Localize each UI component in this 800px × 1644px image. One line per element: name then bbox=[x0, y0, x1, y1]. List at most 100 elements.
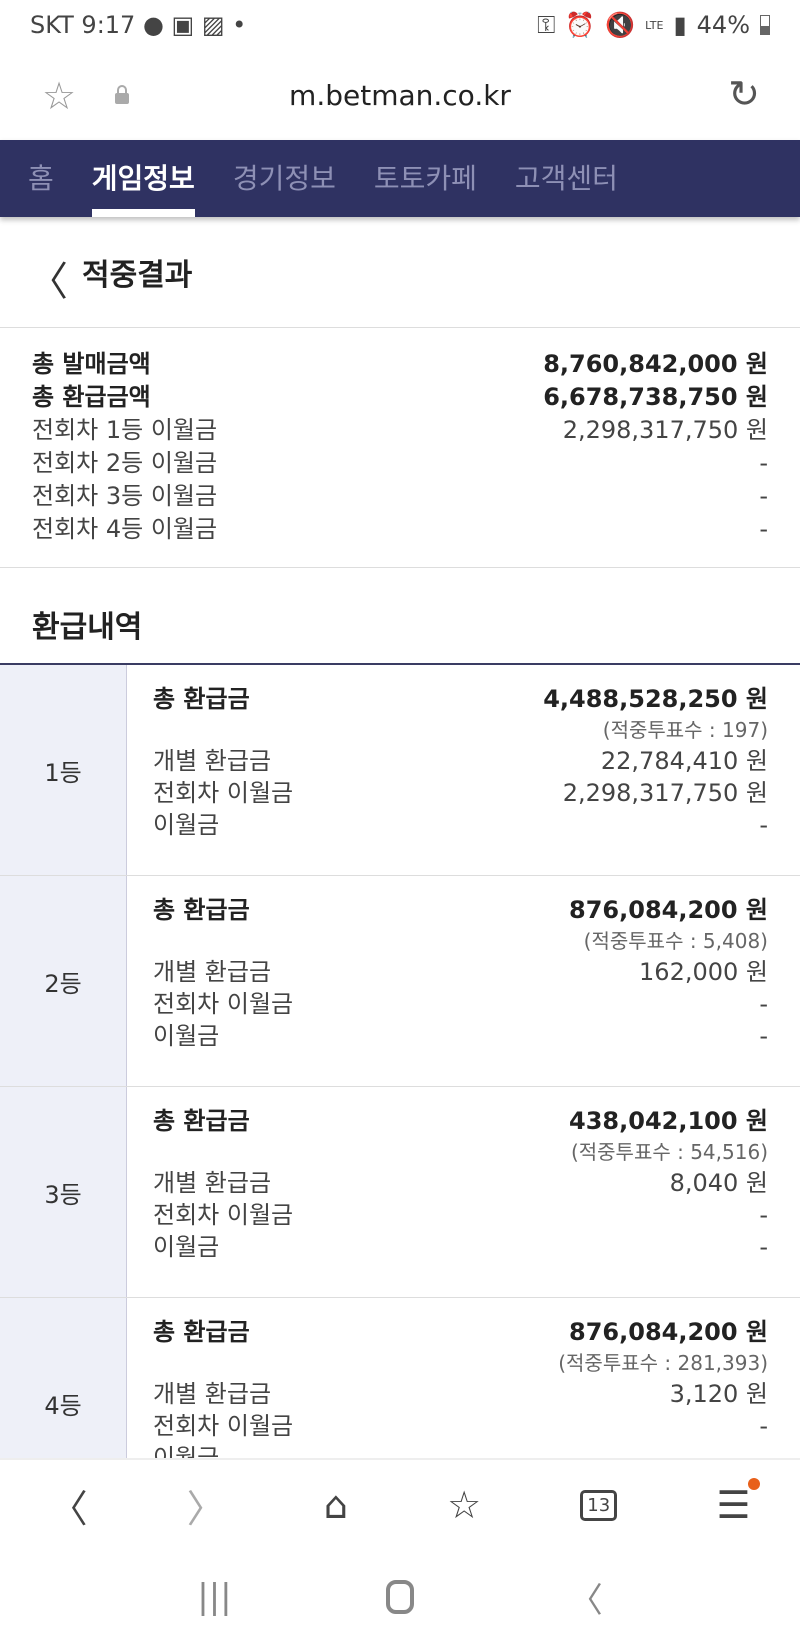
rank-label: 2등 bbox=[0, 876, 127, 1086]
system-nav: ||| 〈 bbox=[0, 1550, 800, 1644]
forward-icon[interactable]: 〉 bbox=[186, 1486, 225, 1531]
nav-home[interactable]: 홈 bbox=[28, 162, 54, 195]
rank-row: 1등 총 환급금 4,488,528,250 원 (적중투표수 : 197) 개별… bbox=[0, 665, 800, 876]
nav-toto-cafe[interactable]: 토토카페 bbox=[373, 162, 477, 195]
address-bar[interactable]: ☆ m.betman.co.kr ↻ bbox=[0, 50, 800, 140]
line-label: 개별 환급금 bbox=[153, 1380, 272, 1408]
total-refund-line: 총 환급금 438,042,100 원 bbox=[153, 1105, 768, 1137]
line-value: 162,000 원 bbox=[639, 958, 768, 986]
rank-label: 1등 bbox=[0, 665, 127, 875]
system-back-icon[interactable]: 〈 bbox=[568, 1580, 603, 1621]
line-label: 개별 환급금 bbox=[153, 958, 272, 986]
rank-label: 3등 bbox=[0, 1087, 127, 1297]
carry-line: 이월금 - bbox=[153, 1020, 768, 1052]
menu-icon[interactable]: ☰ bbox=[716, 1483, 751, 1527]
prev-carry-line: 전회차 이월금 2,298,317,750 원 bbox=[153, 777, 768, 809]
line-label: 총 환급금 bbox=[153, 685, 250, 713]
alarm-icon: ⏰ bbox=[565, 11, 596, 39]
summary-value: 8,760,842,000 원 bbox=[543, 350, 768, 378]
winners-count: (적중투표수 : 197) bbox=[602, 718, 768, 742]
page-title: 적중결과 bbox=[82, 258, 193, 293]
line-label: 총 환급금 bbox=[153, 1318, 250, 1346]
summary-row: 전회차 4등 이월금 - bbox=[32, 513, 768, 546]
lte-icon: LTE bbox=[645, 18, 664, 32]
page-header: 〈 적중결과 bbox=[0, 217, 800, 328]
line-label: 이월금 bbox=[153, 811, 220, 839]
individual-refund-line: 개별 환급금 162,000 원 bbox=[153, 956, 768, 988]
browser-toolbar: 〈 〉 ⌂ ☆ 13 ☰ bbox=[0, 1458, 800, 1550]
battery-icon bbox=[760, 15, 770, 35]
nav-match-info[interactable]: 경기정보 bbox=[232, 162, 336, 195]
prev-carry-line: 전회차 이월금 - bbox=[153, 988, 768, 1020]
summary-label: 총 발매금액 bbox=[32, 350, 151, 378]
individual-refund-line: 개별 환급금 3,120 원 bbox=[153, 1378, 768, 1410]
nav-game-info[interactable]: 게임정보 bbox=[91, 140, 195, 217]
line-label: 이월금 bbox=[153, 1233, 220, 1261]
summary-row: 전회차 2등 이월금 - bbox=[32, 447, 768, 480]
tabs-icon[interactable]: 13 bbox=[580, 1489, 618, 1521]
line-value: 876,084,200 원 bbox=[569, 1318, 768, 1346]
clock: 9:17 bbox=[81, 11, 136, 39]
line-label: 전회차 이월금 bbox=[153, 990, 294, 1018]
line-value: - bbox=[759, 1233, 768, 1261]
line-value: - bbox=[759, 811, 768, 839]
line-value: - bbox=[759, 1201, 768, 1229]
back-icon[interactable]: 〈 bbox=[49, 1486, 88, 1531]
reload-icon[interactable]: ↻ bbox=[728, 72, 760, 116]
line-value: - bbox=[759, 1412, 768, 1440]
mute-icon: 🔇 bbox=[605, 11, 636, 39]
bookmarks-icon[interactable]: ☆ bbox=[447, 1483, 482, 1527]
line-label: 전회차 이월금 bbox=[153, 1412, 294, 1440]
summary-row: 총 발매금액 8,760,842,000 원 bbox=[32, 348, 768, 381]
line-label: 총 환급금 bbox=[153, 896, 250, 924]
summary-label: 전회차 4등 이월금 bbox=[32, 515, 218, 543]
summary-row: 총 환급금액 6,678,738,750 원 bbox=[32, 381, 768, 414]
line-label: 개별 환급금 bbox=[153, 747, 272, 775]
total-refund-line: 총 환급금 876,084,200 원 bbox=[153, 1316, 768, 1348]
individual-refund-line: 개별 환급금 8,040 원 bbox=[153, 1167, 768, 1199]
nav-customer-center[interactable]: 고객센터 bbox=[514, 162, 618, 195]
line-label: 전회차 이월금 bbox=[153, 1201, 294, 1229]
line-label: 전회차 이월금 bbox=[153, 779, 294, 807]
carrier: SKT bbox=[30, 11, 74, 39]
summary-value: 2,298,317,750 원 bbox=[562, 416, 768, 444]
summary-row: 전회차 1등 이월금 2,298,317,750 원 bbox=[32, 414, 768, 447]
line-value: 2,298,317,750 원 bbox=[562, 779, 768, 807]
line-label: 개별 환급금 bbox=[153, 1169, 272, 1197]
prev-carry-line: 전회차 이월금 - bbox=[153, 1199, 768, 1231]
summary-value: - bbox=[759, 449, 768, 477]
main-nav: 홈 게임정보 경기정보 토토카페 고객센터 bbox=[0, 140, 800, 217]
summary-list: 총 발매금액 8,760,842,000 원 총 환급금액 6,678,738,75… bbox=[32, 348, 768, 546]
summary-value: - bbox=[759, 515, 768, 543]
line-value: 22,784,410 원 bbox=[600, 747, 768, 775]
bookmark-star-icon[interactable]: ☆ bbox=[42, 74, 77, 118]
home-icon[interactable]: ⌂ bbox=[323, 1483, 348, 1527]
line-value: 8,040 원 bbox=[669, 1169, 768, 1197]
line-value: - bbox=[759, 1022, 768, 1050]
line-label: 총 환급금 bbox=[153, 1107, 250, 1135]
carry-line: 이월금 - bbox=[153, 809, 768, 841]
line-value: 4,488,528,250 원 bbox=[543, 685, 768, 713]
divider bbox=[0, 567, 800, 568]
summary-label: 전회차 2등 이월금 bbox=[32, 449, 218, 477]
home-button-icon[interactable] bbox=[386, 1580, 415, 1614]
battery-level: 44% bbox=[696, 11, 750, 39]
refund-table: 1등 총 환급금 4,488,528,250 원 (적중투표수 : 197) 개별… bbox=[0, 663, 800, 1509]
notification-dot bbox=[748, 1478, 760, 1490]
line-value: 876,084,200 원 bbox=[569, 896, 768, 924]
winners-count: (적중투표수 : 281,393) bbox=[558, 1351, 768, 1375]
summary-label: 전회차 1등 이월금 bbox=[32, 416, 218, 444]
line-label: 이월금 bbox=[153, 1022, 220, 1050]
url-text[interactable]: m.betman.co.kr bbox=[289, 78, 511, 112]
back-chevron-icon[interactable]: 〈 bbox=[28, 259, 68, 305]
line-value: 438,042,100 원 bbox=[569, 1107, 768, 1135]
line-value: - bbox=[759, 990, 768, 1018]
status-bar: SKT 9:17 ● ▣ ▨ • ⚿ ⏰ 🔇 LTE ▮ 44% bbox=[0, 0, 800, 50]
summary-label: 전회차 3등 이월금 bbox=[32, 482, 218, 510]
lock-icon bbox=[115, 85, 129, 104]
summary-value: - bbox=[759, 482, 768, 510]
recent-apps-icon[interactable]: ||| bbox=[197, 1577, 232, 1617]
section-title: 환급내역 bbox=[32, 610, 143, 645]
notification-icons: ● ▣ ▨ • bbox=[135, 11, 247, 39]
individual-refund-line: 개별 환급금 22,784,410 원 bbox=[153, 745, 768, 777]
